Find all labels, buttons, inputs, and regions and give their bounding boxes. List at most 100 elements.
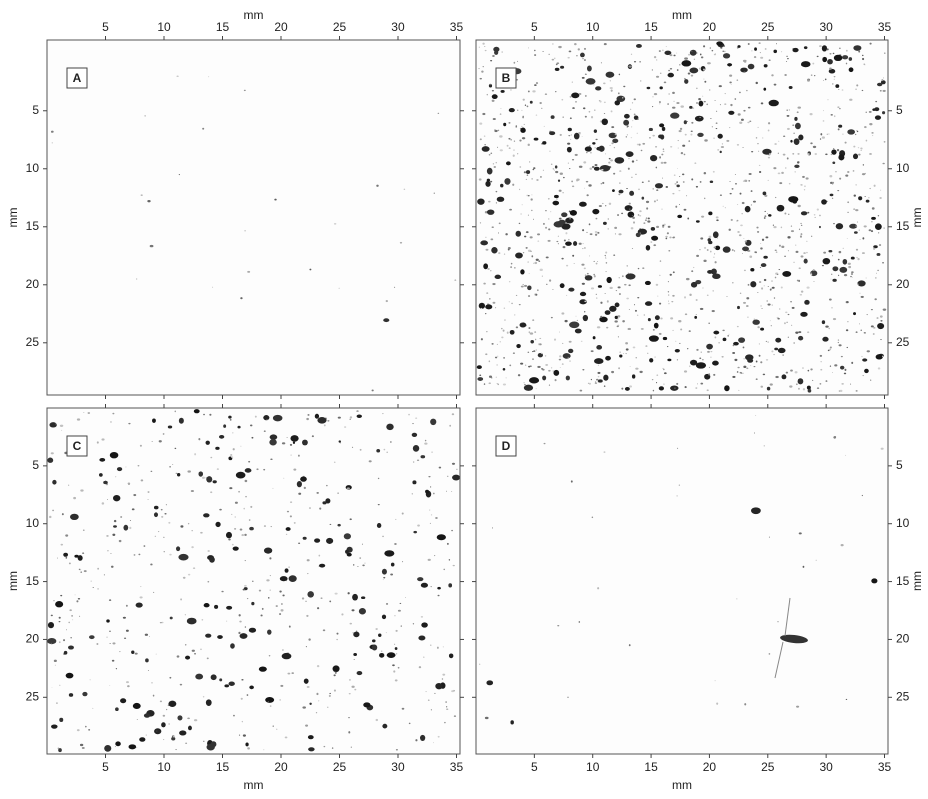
particle: [699, 248, 701, 251]
particle: [871, 578, 878, 584]
particle: [574, 153, 578, 156]
particle: [510, 720, 514, 725]
particle: [672, 329, 674, 331]
particle: [554, 379, 557, 382]
particle: [595, 86, 602, 91]
particle: [807, 153, 810, 155]
particle: [673, 54, 676, 57]
particle: [798, 267, 801, 270]
x-tick-label: 35: [450, 760, 464, 774]
particle: [704, 139, 708, 142]
particle: [881, 79, 884, 82]
particle: [515, 252, 523, 259]
particle: [617, 214, 620, 216]
particle: [548, 384, 551, 386]
particle: [322, 629, 326, 632]
particle: [486, 680, 494, 686]
particle: [826, 133, 828, 135]
particle: [625, 273, 636, 280]
particle: [802, 388, 806, 391]
particle: [787, 250, 789, 252]
particle: [832, 147, 834, 149]
particle: [696, 102, 698, 104]
particle: [540, 352, 543, 355]
particle: [609, 86, 613, 90]
particle: [708, 211, 713, 216]
particle: [551, 58, 555, 61]
particle: [583, 161, 587, 164]
particle: [767, 286, 769, 288]
particle: [623, 283, 627, 286]
particle: [838, 154, 845, 161]
particle: [704, 197, 706, 200]
particle: [589, 233, 593, 236]
particle: [403, 188, 406, 191]
particle: [503, 253, 506, 255]
particle: [495, 190, 498, 193]
particle: [382, 723, 388, 729]
particle: [853, 145, 856, 148]
particle: [605, 355, 611, 361]
particle: [755, 81, 758, 85]
particle: [847, 201, 850, 204]
particle: [217, 635, 223, 639]
particle: [544, 355, 547, 357]
particle: [566, 696, 570, 699]
particle: [524, 104, 527, 106]
particle: [113, 519, 117, 523]
particle: [597, 260, 599, 262]
particle: [136, 747, 138, 748]
particle: [738, 234, 742, 237]
particle: [176, 655, 180, 658]
particle: [807, 211, 810, 214]
particle: [622, 96, 624, 99]
particle: [569, 117, 572, 120]
particle: [136, 278, 138, 280]
particle: [554, 67, 560, 71]
particle: [837, 339, 840, 341]
particle: [821, 264, 824, 267]
particle: [232, 448, 235, 451]
particle: [703, 45, 706, 48]
particle: [517, 109, 519, 111]
particle: [714, 100, 716, 101]
particle: [537, 289, 539, 292]
particle: [706, 103, 709, 106]
particle: [376, 184, 379, 187]
particle: [527, 351, 530, 354]
particle: [739, 91, 741, 94]
particle: [792, 124, 795, 127]
particle: [533, 218, 534, 220]
particle: [605, 251, 608, 254]
particle: [555, 91, 557, 93]
particle: [773, 226, 777, 229]
particle: [505, 377, 507, 379]
particle: [451, 413, 455, 416]
particle: [353, 659, 355, 660]
particle: [600, 315, 603, 318]
particle: [149, 244, 154, 248]
particle: [281, 442, 286, 445]
particle: [881, 355, 884, 357]
particle: [584, 275, 593, 281]
particle: [714, 261, 717, 264]
particle: [421, 622, 428, 628]
particle: [597, 587, 600, 590]
particle: [746, 297, 750, 300]
particle: [401, 707, 405, 710]
particle: [649, 358, 654, 363]
particle: [698, 100, 704, 107]
particle: [699, 180, 702, 183]
particle: [802, 175, 805, 178]
particle: [857, 257, 860, 261]
particle: [676, 359, 679, 361]
particle: [751, 507, 761, 515]
particle: [796, 161, 800, 164]
particle: [750, 365, 752, 367]
particle: [678, 204, 680, 206]
particle: [728, 110, 735, 115]
particle: [542, 368, 545, 371]
organism: [780, 634, 808, 644]
particle: [645, 244, 651, 251]
particle: [527, 285, 532, 291]
